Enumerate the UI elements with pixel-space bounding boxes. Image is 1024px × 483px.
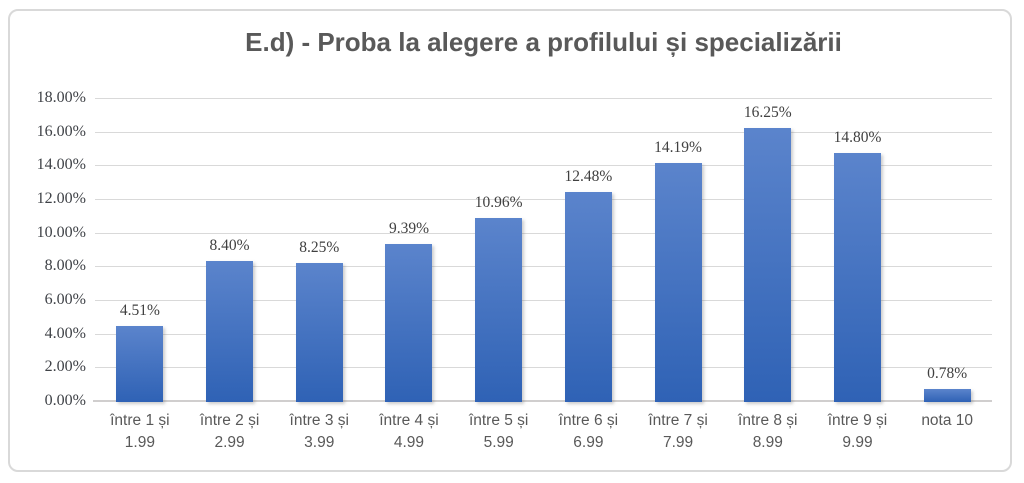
bar xyxy=(385,243,433,402)
x-axis-tick-label-line: 1.99 xyxy=(124,434,155,451)
x-axis-tick-label-line: între 6 și xyxy=(558,412,619,429)
bar-slot: 16.25% xyxy=(723,98,813,402)
y-axis-tick-label: 14.00% xyxy=(36,156,86,174)
y-axis-tick-label: 18.00% xyxy=(36,89,86,106)
bar-slot: 0.78% xyxy=(902,98,992,402)
x-axis-tick-label-line: între 1 și xyxy=(110,412,170,429)
x-axis-tick-label: nota 10 xyxy=(902,410,992,454)
y-axis-tick-label: 4.00% xyxy=(44,324,86,342)
y-axis-tick-label: 6.00% xyxy=(44,291,86,308)
x-axis-tick-label-line: 5.99 xyxy=(483,434,514,451)
bar xyxy=(295,263,343,402)
gridline xyxy=(95,232,992,234)
bar-slot: 8.40% xyxy=(185,98,275,402)
gridline xyxy=(95,165,992,167)
bar-slot: 9.39% xyxy=(364,98,454,402)
x-axis-tick-label-line: 3.99 xyxy=(304,434,335,451)
bar-value-label: 16.25% xyxy=(743,104,792,122)
chart-title: E.d) - Proba la alegere a profilului și … xyxy=(245,27,842,57)
bar-value-label: 4.51% xyxy=(119,302,160,320)
y-axis-tick-label: 0.00% xyxy=(44,392,86,409)
x-axis-tick-label: între 1 și 1.99 xyxy=(95,410,185,454)
y-axis-tick-label: 8.00% xyxy=(44,257,86,275)
bar-slot: 12.48% xyxy=(544,98,634,402)
x-axis-tick-label: între 4 și 4.99 xyxy=(364,410,454,454)
x-axis-tick-label-line: între 4 și xyxy=(379,412,439,429)
x-axis-tick-label-line: între 2 și xyxy=(199,412,260,429)
bar xyxy=(116,326,164,402)
bar-slot: 14.80% xyxy=(813,98,903,402)
bar-value-label: 0.78% xyxy=(927,364,968,382)
x-axis-tick-label: între 3 și 3.99 xyxy=(274,410,364,454)
bar xyxy=(564,191,612,402)
gridline xyxy=(95,300,992,301)
bar-value-label: 8.40% xyxy=(209,236,250,254)
x-axis-tick-label-line: 4.99 xyxy=(393,434,425,451)
x-axis-tick-label-line: între 3 și xyxy=(289,412,349,429)
x-axis-tick-label-line: 7.99 xyxy=(662,434,694,451)
x-axis-tick-labels: între 1 și 1.99 între 2 și 2.99 între 3 și 3.… xyxy=(95,410,992,454)
x-axis-tick-label: între 7 și 7.99 xyxy=(633,410,723,454)
bar-value-label: 14.80% xyxy=(833,128,882,146)
bar-value-label: 8.25% xyxy=(299,239,340,257)
x-axis-tick-label-line: între 9 și xyxy=(827,412,888,429)
x-axis-tick-label: între 6 și 6.99 xyxy=(544,410,634,454)
x-axis-tick-label: între 2 și 2.99 xyxy=(185,410,275,454)
gridline xyxy=(95,131,992,133)
x-axis-tick-label-line: între 7 și xyxy=(648,412,708,429)
bar xyxy=(744,128,792,402)
x-axis-tick-label-line: între 8 și xyxy=(738,412,798,429)
x-axis-tick-label-line: 2.99 xyxy=(214,434,245,451)
x-axis-line xyxy=(93,400,992,402)
x-axis-tick-label-line: între 5 și xyxy=(468,412,529,429)
bar-slot: 10.96% xyxy=(454,98,544,402)
bar xyxy=(833,152,881,402)
x-axis-tick-label: între 8 și 8.99 xyxy=(723,410,813,454)
bar xyxy=(654,163,702,402)
gridline xyxy=(95,199,992,200)
y-axis-tick-label: 12.00% xyxy=(36,190,86,207)
bar xyxy=(475,217,523,402)
x-axis-tick-label: între 9 și 9.99 xyxy=(813,410,903,454)
gridline xyxy=(95,367,992,369)
bar-series: 4.51% 8.40% 8.25% 9.39% 10.96% 12.48% 14.19% 16… xyxy=(95,98,992,402)
x-axis-tick-label: între 5 și 5.99 xyxy=(454,410,544,454)
x-axis-tick-label-line: nota 10 xyxy=(921,412,974,429)
bar-value-label: 9.39% xyxy=(388,219,429,237)
bar-slot: 4.51% xyxy=(95,98,185,402)
bar-value-label: 10.96% xyxy=(474,193,523,211)
x-axis-tick-label-line: 6.99 xyxy=(573,434,604,451)
bar-value-label: 12.48% xyxy=(564,167,613,185)
y-axis-tick-label: 10.00% xyxy=(36,223,86,241)
bar xyxy=(923,388,971,402)
plot-area xyxy=(95,98,992,401)
y-axis-tick-label: 2.00% xyxy=(44,358,86,376)
gridline xyxy=(95,266,992,268)
x-axis-tick-label-line: 8.99 xyxy=(752,434,783,451)
bar-slot: 8.25% xyxy=(274,98,364,402)
bar-value-label: 14.19% xyxy=(654,139,702,157)
gridline xyxy=(95,333,992,335)
y-axis-tick-label: 16.00% xyxy=(36,122,86,140)
bar xyxy=(206,260,254,402)
bar-slot: 14.19% xyxy=(633,98,723,402)
x-axis-tick-label-line: 9.99 xyxy=(842,434,873,451)
gridline xyxy=(95,98,992,99)
